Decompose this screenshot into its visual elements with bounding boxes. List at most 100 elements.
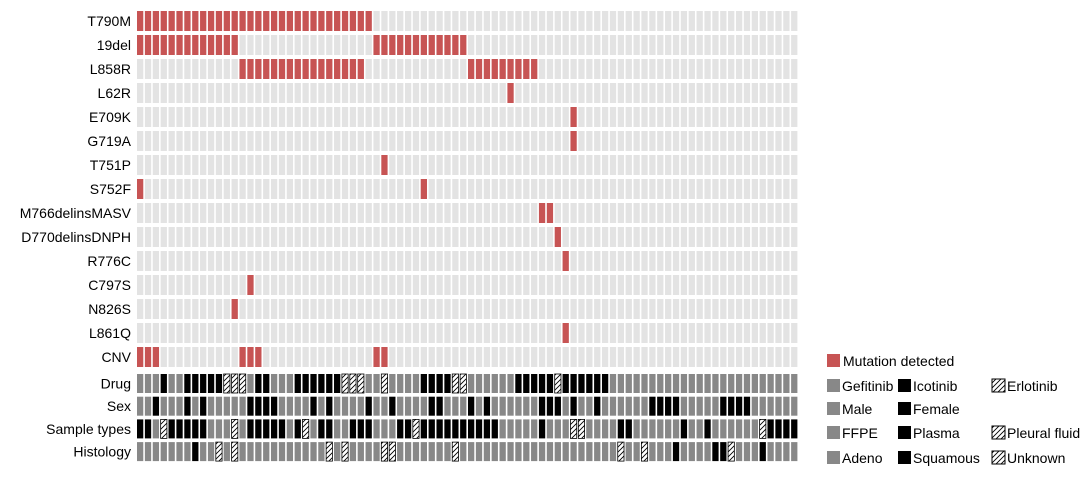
empty-cell xyxy=(523,275,530,295)
empty-cell xyxy=(160,59,167,79)
empty-cell xyxy=(491,347,498,367)
empty-cell xyxy=(523,203,530,223)
empty-cell xyxy=(381,179,388,199)
empty-cell xyxy=(578,203,585,223)
empty-cell xyxy=(223,323,230,343)
empty-cell xyxy=(720,323,727,343)
annotation-cell xyxy=(176,442,183,462)
empty-cell xyxy=(318,275,325,295)
annotation-cell xyxy=(144,419,152,439)
empty-cell xyxy=(483,35,491,55)
annotation-cell xyxy=(657,374,664,393)
annotation-cell xyxy=(743,396,751,416)
empty-cell xyxy=(515,347,522,367)
empty-cell xyxy=(420,227,427,247)
empty-cell xyxy=(231,227,238,247)
empty-cell xyxy=(223,179,230,199)
empty-cell xyxy=(341,179,349,199)
annotation-cell xyxy=(546,374,554,393)
annotation-cell xyxy=(625,419,632,439)
empty-cell xyxy=(672,203,680,223)
empty-cell xyxy=(704,275,711,295)
empty-cell xyxy=(255,83,262,103)
empty-cell xyxy=(404,275,412,295)
empty-cell xyxy=(499,11,506,31)
annotation-cell xyxy=(444,374,451,393)
empty-cell xyxy=(286,323,294,343)
empty-cell xyxy=(735,11,743,31)
empty-cell xyxy=(192,275,199,295)
empty-cell xyxy=(389,59,396,79)
empty-cell xyxy=(507,275,514,295)
legend-label: Unknown xyxy=(1007,450,1065,466)
empty-cell xyxy=(286,179,294,199)
empty-cell xyxy=(531,131,538,151)
empty-cell xyxy=(538,131,546,151)
empty-cell xyxy=(546,275,554,295)
legend-swatch xyxy=(991,378,1006,393)
annotation-cell xyxy=(468,419,475,439)
annotation-cell xyxy=(640,441,649,462)
empty-cell xyxy=(239,299,246,319)
empty-cell xyxy=(404,107,412,127)
empty-cell xyxy=(594,35,601,55)
empty-cell xyxy=(326,179,333,199)
empty-cell xyxy=(231,275,238,295)
empty-cell xyxy=(160,155,167,175)
empty-cell xyxy=(546,323,554,343)
annotation-cell xyxy=(554,442,561,462)
mutation-cell xyxy=(373,35,380,55)
empty-cell xyxy=(270,131,278,151)
empty-cell xyxy=(176,227,183,247)
empty-cell xyxy=(523,83,530,103)
empty-cell xyxy=(515,35,522,55)
empty-cell xyxy=(491,179,498,199)
annotation-cell xyxy=(318,374,325,393)
empty-cell xyxy=(625,131,632,151)
empty-cell xyxy=(412,83,420,103)
empty-cell xyxy=(649,107,656,127)
empty-cell xyxy=(341,251,349,271)
legend-label: Erlotinib xyxy=(1007,378,1058,394)
annotation-cell xyxy=(334,396,341,416)
empty-cell xyxy=(625,83,632,103)
row-label: T751P xyxy=(90,157,131,173)
mutation-cell xyxy=(160,11,167,31)
annotation-cell xyxy=(649,374,656,393)
empty-cell xyxy=(215,203,223,223)
empty-cell xyxy=(334,323,341,343)
mutation-cell xyxy=(318,59,325,79)
empty-cell xyxy=(735,203,743,223)
empty-cell xyxy=(507,107,514,127)
empty-cell xyxy=(586,179,593,199)
empty-cell xyxy=(468,299,475,319)
mutation-cell xyxy=(184,11,191,31)
annotation-cell xyxy=(712,374,719,393)
empty-cell xyxy=(538,251,546,271)
empty-cell xyxy=(499,323,506,343)
empty-cell xyxy=(570,275,577,295)
empty-cell xyxy=(160,131,167,151)
empty-cell xyxy=(420,155,427,175)
legend-label: Icotinib xyxy=(913,378,958,394)
empty-cell xyxy=(531,35,538,55)
empty-cell xyxy=(436,323,443,343)
empty-cell xyxy=(200,299,207,319)
empty-cell xyxy=(704,131,711,151)
empty-cell xyxy=(751,131,758,151)
annotation-cell xyxy=(594,419,601,439)
empty-cell xyxy=(696,107,703,127)
annotation-cell xyxy=(657,396,664,416)
empty-cell xyxy=(184,227,191,247)
empty-cell xyxy=(263,347,270,367)
annotation-cell xyxy=(625,374,632,393)
empty-cell xyxy=(404,59,412,79)
annotation-cell xyxy=(791,419,798,439)
empty-cell xyxy=(562,275,569,295)
empty-cell xyxy=(381,107,388,127)
empty-cell xyxy=(633,11,640,31)
empty-cell xyxy=(720,275,727,295)
annotation-cell xyxy=(665,419,672,439)
empty-cell xyxy=(578,11,585,31)
empty-cell xyxy=(436,59,443,79)
